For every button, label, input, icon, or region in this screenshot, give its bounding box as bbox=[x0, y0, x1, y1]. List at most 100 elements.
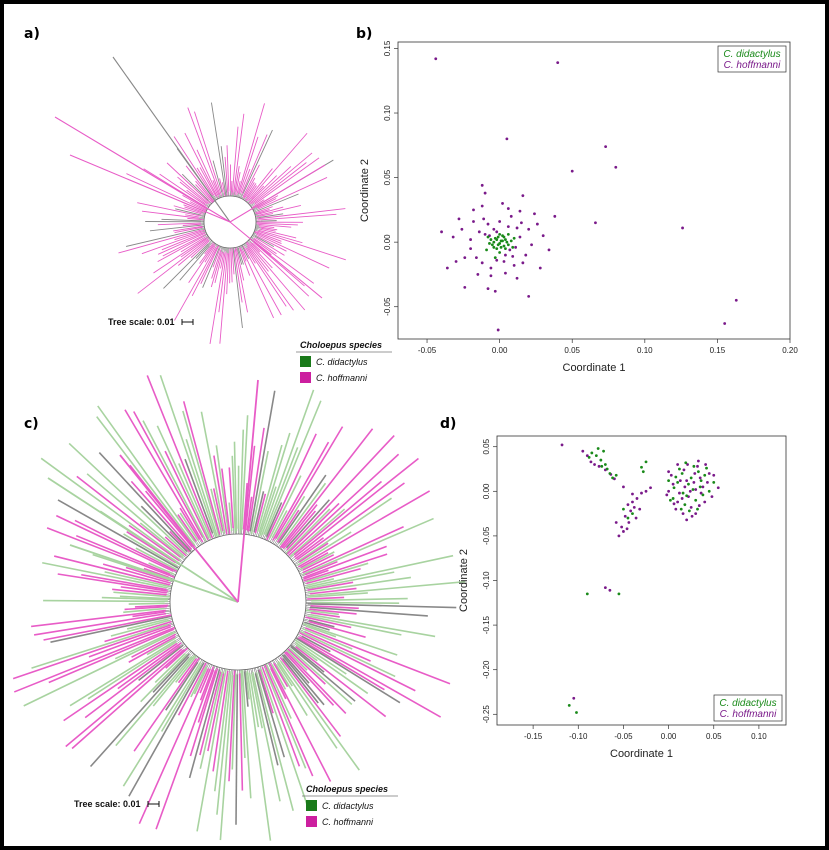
tree-stem bbox=[255, 214, 260, 217]
tree-branch bbox=[74, 519, 178, 573]
tree-stem bbox=[186, 650, 191, 655]
tree-stem bbox=[166, 587, 172, 589]
data-point bbox=[593, 463, 596, 466]
data-point bbox=[504, 253, 507, 257]
tree-backbone bbox=[203, 195, 257, 249]
tree-branch bbox=[248, 132, 308, 201]
tree-stem bbox=[224, 247, 227, 252]
data-point bbox=[634, 516, 638, 520]
data-point bbox=[620, 525, 624, 529]
tree-branch bbox=[185, 165, 215, 202]
legend-swatch-didactylus-2 bbox=[306, 800, 317, 811]
tree-branch bbox=[46, 527, 175, 579]
tree-branch bbox=[279, 428, 374, 549]
data-point bbox=[498, 220, 502, 223]
tree-stem bbox=[284, 549, 288, 553]
tree-branch bbox=[244, 182, 255, 199]
tree-branch bbox=[187, 107, 221, 195]
tree-branch bbox=[257, 176, 328, 210]
tree-stem bbox=[285, 650, 287, 652]
tree-branch bbox=[295, 637, 401, 704]
data-point bbox=[674, 475, 678, 479]
tree-branch bbox=[157, 236, 204, 263]
tree-stem bbox=[251, 668, 253, 672]
tree-branch bbox=[256, 444, 283, 532]
data-point bbox=[469, 247, 472, 251]
tree-branch bbox=[199, 666, 215, 701]
tree-branch bbox=[250, 450, 269, 535]
tree-stem bbox=[302, 624, 307, 627]
tree-branch bbox=[240, 415, 249, 531]
tree-stem bbox=[200, 228, 206, 231]
tree-branch bbox=[302, 622, 398, 656]
tree-stem bbox=[209, 241, 214, 246]
tree-stem bbox=[294, 560, 299, 565]
data-point bbox=[498, 233, 502, 236]
tree-branch bbox=[256, 195, 279, 208]
tree-stem bbox=[215, 244, 218, 248]
tree-stem bbox=[247, 240, 251, 245]
tree-branch bbox=[305, 616, 352, 629]
tree-stem bbox=[252, 234, 256, 237]
tree-branch bbox=[294, 537, 324, 560]
tree-branch bbox=[235, 172, 241, 195]
y-axis-label: Coordinate 2 bbox=[359, 159, 371, 222]
tree-stem bbox=[216, 197, 218, 200]
data-point bbox=[701, 493, 705, 497]
tree-branch bbox=[165, 647, 189, 669]
data-point bbox=[667, 470, 670, 474]
tree-stem bbox=[209, 664, 213, 669]
tree-branch bbox=[264, 664, 314, 777]
tree-stem bbox=[244, 196, 248, 201]
tree-stem bbox=[301, 626, 306, 629]
tree-stem bbox=[208, 238, 211, 240]
data-point bbox=[495, 258, 499, 262]
tree-stem bbox=[170, 623, 174, 626]
tree-branch bbox=[160, 664, 202, 732]
tree-branch bbox=[242, 483, 248, 530]
data-point bbox=[685, 494, 689, 498]
data-point bbox=[475, 256, 478, 260]
data-point bbox=[604, 145, 608, 148]
plot-frame bbox=[496, 435, 787, 726]
tree-stem bbox=[242, 197, 244, 200]
tree-stem bbox=[207, 240, 212, 245]
tree-branch bbox=[212, 670, 229, 772]
tree-stem bbox=[191, 549, 194, 552]
panel-b-label: b) bbox=[356, 26, 372, 42]
data-point bbox=[705, 466, 708, 470]
tree-branch bbox=[180, 236, 207, 253]
tree-stem bbox=[304, 613, 311, 615]
tree-branch bbox=[113, 591, 170, 598]
tree-stem bbox=[184, 649, 190, 654]
tree-branch bbox=[173, 205, 204, 215]
tree-stem bbox=[206, 662, 209, 666]
tree-branch bbox=[204, 245, 216, 263]
tree-branch bbox=[104, 571, 172, 588]
tree-branch bbox=[254, 231, 282, 244]
tree-branch bbox=[228, 502, 233, 532]
tree-branch bbox=[290, 644, 325, 673]
data-point bbox=[560, 443, 564, 447]
tree-branch bbox=[164, 536, 187, 557]
tree-branch bbox=[298, 542, 329, 563]
tree-branch bbox=[265, 502, 283, 538]
tree-stem bbox=[254, 228, 259, 231]
tree-branch bbox=[209, 251, 226, 344]
tree-stem bbox=[305, 593, 311, 595]
tree-branch bbox=[130, 480, 193, 550]
tree-branch bbox=[185, 439, 219, 538]
tree-branch bbox=[289, 508, 346, 557]
tree-stem bbox=[223, 668, 225, 674]
tree-branch bbox=[164, 450, 209, 541]
tree-branch bbox=[268, 662, 332, 782]
legend-entry: C. hoffmanni bbox=[724, 60, 781, 71]
tree-stem bbox=[197, 540, 202, 546]
tree-branch bbox=[177, 658, 197, 684]
tree-branch bbox=[125, 566, 169, 582]
tree-stem bbox=[201, 212, 206, 215]
tree-branch bbox=[195, 180, 214, 203]
tree-branch bbox=[243, 671, 249, 707]
data-point bbox=[710, 495, 714, 499]
tree-stem bbox=[257, 667, 259, 670]
